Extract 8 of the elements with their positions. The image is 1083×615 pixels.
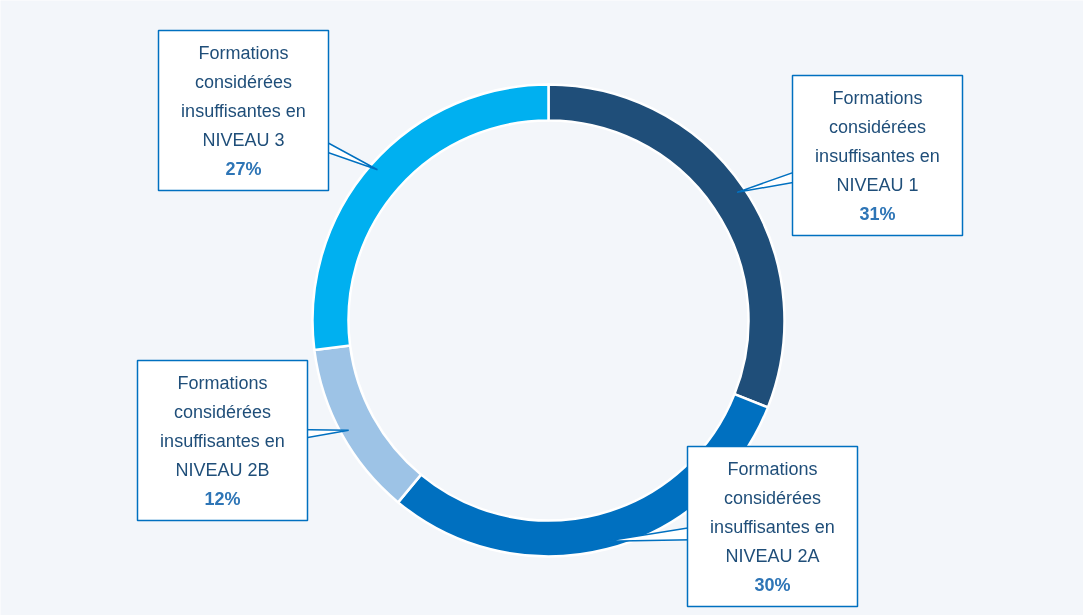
- slice-label: Formations considérées insuffisantes en NIVEAU 1: [815, 87, 940, 195]
- slice-label: Formations considérées insuffisantes en NIVEAU 3: [181, 42, 306, 150]
- data-label: 27%: [225, 158, 262, 179]
- slice-label: Formations considérées insuffisantes en NIVEAU 2B: [160, 372, 285, 480]
- data-label: 30%: [754, 574, 791, 595]
- data-label: 31%: [859, 203, 896, 224]
- slice-label: Formations considérées insuffisantes en NIVEAU 2A: [710, 458, 835, 566]
- data-label: 12%: [204, 488, 241, 509]
